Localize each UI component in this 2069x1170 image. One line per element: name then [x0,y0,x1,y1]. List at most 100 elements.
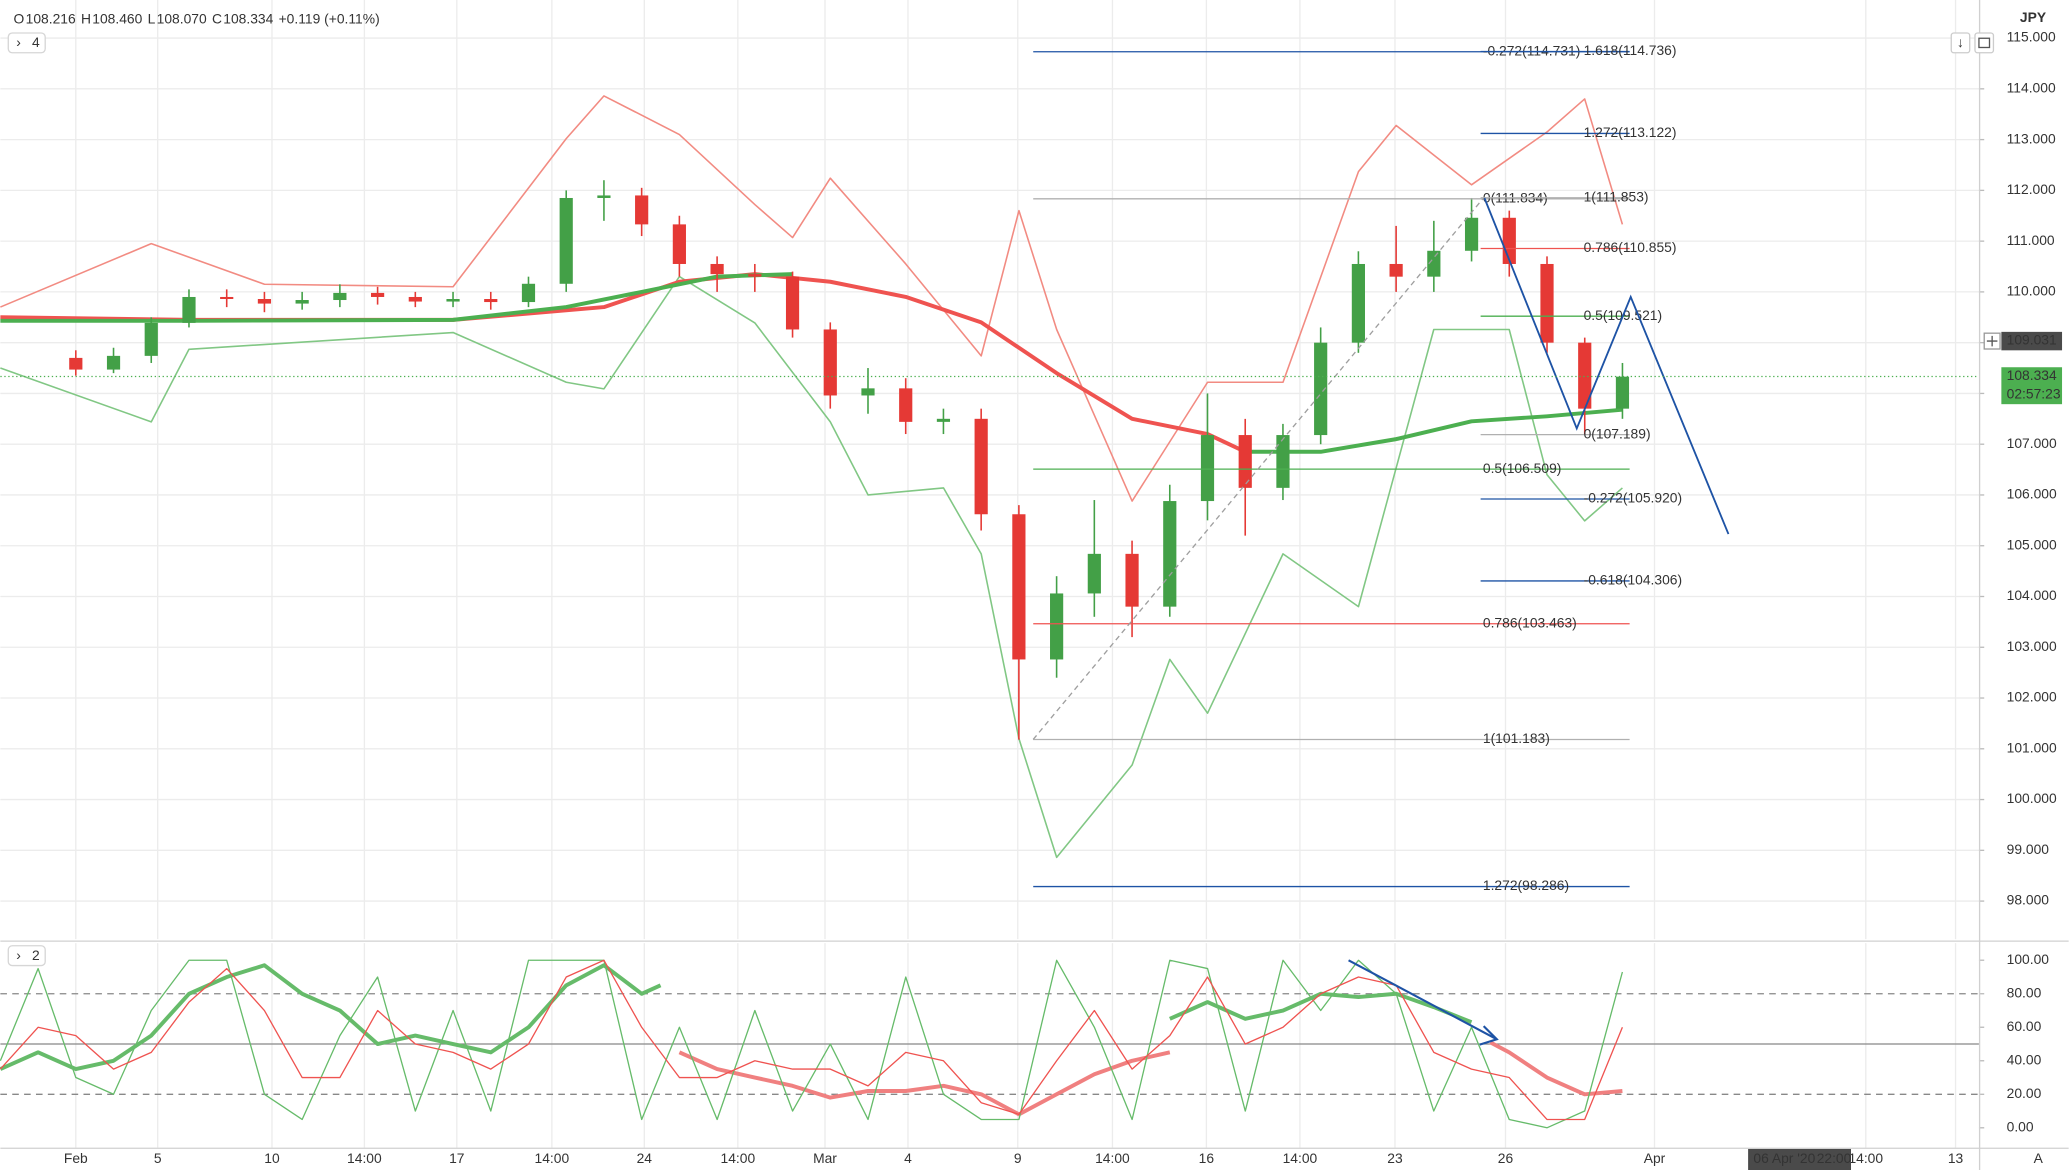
x-tick-label: 17 [449,1150,464,1166]
indicator-line [0,95,1624,502]
fib-label: 1.272(113.122) [1584,124,1677,140]
candle-body [559,197,573,284]
scroll-button[interactable] [1950,32,1971,54]
oscillator-line [0,959,1624,1129]
candle-body [936,418,951,422]
candle-body [220,296,234,300]
x-tick-label: 14:00 [721,1150,756,1166]
crosshair-time-box [1748,1148,1851,1170]
auto-scale-button[interactable]: A [2034,1150,2044,1166]
candle-body [672,224,686,264]
y-tick-label: 113.000 [2007,130,2056,146]
candle-body [1540,263,1554,343]
candle-body [1087,553,1101,594]
candle-body [1389,263,1403,277]
candle-body [1276,435,1290,488]
y-tick-label: 98.000 [2007,892,2050,908]
toggle-icon: › [16,34,21,50]
candle-body [1351,263,1365,343]
last-price-label: 108.334 [2007,367,2057,383]
x-tick-label: 4 [904,1150,912,1166]
x-tick-label: 24 [637,1150,653,1166]
candle-body [899,388,913,422]
candle-body [1163,501,1177,607]
y-tick-label: 111.000 [2007,232,2055,248]
oscillator-line [678,1040,1623,1117]
last-price-box [2001,367,2063,405]
ohlc-value: 108.070 [157,10,207,26]
fib-label: 0.786(103.463) [1483,614,1577,630]
y-tick-label: 104.000 [2007,587,2057,603]
toggle-icon: › [16,947,21,963]
y-tick-label: 115.000 [2007,29,2056,45]
fib-label: 1(111.853) [1584,188,1649,204]
x-tick-label: 9 [1014,1150,1022,1166]
x-tick-label: 14:00 [1283,1150,1318,1166]
x-tick-label: 10 [264,1150,280,1166]
ohlc-key: O [14,10,25,26]
candle-body [370,292,385,297]
y-tick-label: 112.000 [2007,181,2056,197]
x-tick-label: Mar [813,1150,837,1166]
y-tick-label: 80.00 [2007,984,2042,1000]
candle-body [974,418,988,515]
candle-body [69,357,83,370]
candle-body [1012,514,1026,660]
ohlc-key: C [212,10,222,26]
trend-line [1483,197,1730,535]
candle-body [823,329,837,396]
fib-label: -0.272(105.920) [1584,490,1683,506]
indicator-count: 4 [32,34,40,50]
candle-body [1464,217,1479,251]
ohlc-value: 108.216 [26,10,76,26]
candle-body [1200,435,1215,502]
trend-line [1032,198,1484,740]
y-tick-label: 100.000 [2007,790,2057,806]
candle-body [1578,342,1592,409]
fib-label: 0.786(110.855) [1584,239,1677,255]
countdown-label: 02:57:23 [2007,386,2061,402]
plot [0,95,1630,1129]
currency: JPY [2020,9,2047,25]
indicator-count: 2 [32,947,40,963]
x-tick-label: 16 [1199,1150,1215,1166]
x-tick-label: 14:00 [1095,1150,1130,1166]
y-tick-label: 110.000 [2007,283,2056,299]
candle-body [1050,593,1064,660]
candle-body [635,195,649,225]
x-tick-label: 26 [1498,1150,1514,1166]
crosshair-price-box [2001,331,2063,351]
fullscreen-button[interactable] [1974,32,1995,54]
fib-label: -0.272(114.731) [1483,42,1581,58]
plus-icon [1986,335,1998,347]
y-tick-label: 60.00 [2007,1018,2042,1034]
indicator-line [0,275,1623,859]
ohlc-value: 108.460 [92,10,142,26]
y-tick-label: 0.00 [2007,1118,2034,1134]
y-tick-label: 40.00 [2007,1051,2042,1067]
arrow-head [1479,1025,1499,1046]
candle-body [106,355,121,370]
oscillator-line [0,959,1624,1121]
crosshair-date: 06 Apr '20 [1753,1150,1815,1166]
indicators-toggle[interactable] [7,32,46,54]
fib-label: 1(101.183) [1483,730,1550,746]
ohlc-key: H [81,10,91,26]
y-tick-label: 102.000 [2007,689,2057,705]
y-tick-label: 99.000 [2007,841,2050,857]
y-tick-label: 114.000 [2007,79,2056,95]
indicators-toggle[interactable] [7,945,46,967]
candle-body [257,299,272,304]
candle-body [408,296,422,302]
fib-label: 0.5(106.509) [1483,460,1562,476]
ohlc-change: +0.119 (+0.11%) [279,10,380,26]
candle-body [1615,376,1630,409]
candle-body [748,274,762,277]
candle-body [710,263,724,275]
x-tick-label: 14:00 [347,1150,382,1166]
x-tick-label: Apr [1644,1150,1666,1166]
arrow-line [1348,959,1498,1041]
